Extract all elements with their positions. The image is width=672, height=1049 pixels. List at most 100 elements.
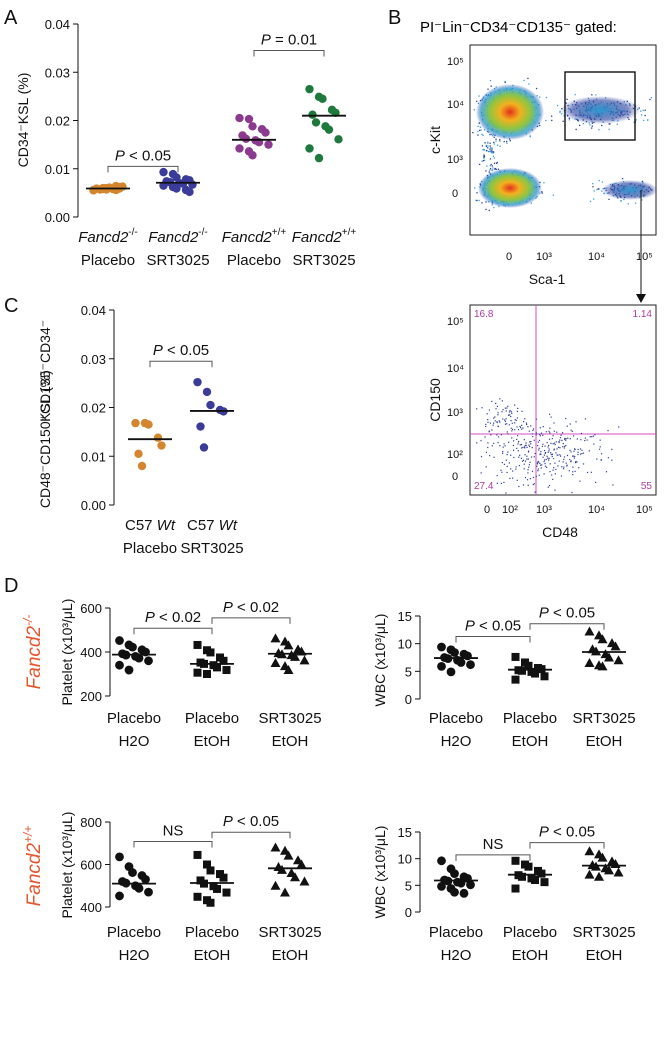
- y-axis-label: CD150: [427, 378, 443, 422]
- event-dot: [494, 416, 496, 418]
- event-dot: [599, 439, 601, 441]
- event-dot: [508, 411, 511, 413]
- event-dot: [573, 450, 575, 452]
- category-label: Placebo: [107, 924, 161, 941]
- event-dot: [506, 453, 508, 456]
- event-dot: [504, 423, 507, 425]
- event-dot: [540, 467, 542, 469]
- event-dot: [516, 438, 518, 441]
- event-dot: [644, 114, 646, 117]
- p-value-label: P < 0.02: [145, 609, 201, 626]
- event-dot: [621, 177, 624, 180]
- event-dot: [542, 456, 544, 458]
- event-dot: [502, 452, 504, 454]
- event-dot: [533, 483, 535, 485]
- event-dot: [551, 437, 553, 440]
- event-dot: [505, 492, 507, 494]
- event-dot: [489, 158, 492, 160]
- event-dot: [517, 450, 519, 452]
- data-point: [193, 850, 202, 859]
- event-dot: [481, 407, 483, 409]
- data-point: [324, 125, 334, 134]
- event-dot: [577, 453, 579, 456]
- data-point: [193, 377, 202, 387]
- data-point: [594, 871, 604, 881]
- flow-plot-ckit-sca1: 10⁵ 10⁴ 10³ 0 0 10³ 10⁴ 10⁵ Sca-1 c-Kit: [427, 44, 658, 287]
- category-label: SRT3025: [258, 924, 321, 941]
- event-dot: [592, 183, 594, 185]
- event-dot: [545, 119, 547, 122]
- p-value-text: < 0.05: [475, 617, 521, 634]
- event-dot: [487, 88, 489, 90]
- data-point: [604, 652, 614, 662]
- event-dot: [508, 462, 510, 464]
- p-value-label: P < 0.05: [153, 342, 209, 359]
- event-dot: [569, 459, 571, 461]
- event-dot: [491, 445, 493, 447]
- event-dot: [510, 454, 512, 456]
- event-dot: [510, 427, 512, 429]
- event-dot: [642, 109, 644, 112]
- panel-label-c: C: [4, 295, 18, 317]
- y-tick-label: 0.01: [45, 162, 70, 177]
- data-point: [115, 852, 124, 862]
- data-point: [531, 669, 539, 678]
- y-tick-label: 10³: [447, 407, 463, 419]
- data-point: [283, 665, 294, 675]
- event-dot: [511, 437, 513, 439]
- data-point: [280, 887, 290, 897]
- event-dot: [526, 446, 528, 448]
- event-dot: [535, 432, 537, 434]
- event-dot: [493, 141, 495, 144]
- data-point: [597, 634, 608, 644]
- data-point: [540, 878, 549, 887]
- event-dot: [608, 123, 610, 125]
- dot-plot-d1: 200 400 600 Platelet (x10³/μL) Placebo H2O Pla…: [21, 599, 322, 750]
- event-dot: [536, 465, 538, 467]
- data-point: [597, 661, 608, 671]
- event-dot: [519, 444, 521, 446]
- event-dot: [567, 437, 569, 439]
- plot-frame: [469, 44, 657, 236]
- event-dot: [546, 455, 548, 457]
- gate-title: PI⁻Lin⁻CD34⁻CD135⁻ gated:: [420, 19, 617, 36]
- event-dot: [516, 417, 519, 419]
- event-dot: [538, 474, 540, 476]
- event-dot: [511, 428, 514, 431]
- event-dot: [591, 436, 593, 438]
- event-dot: [573, 448, 576, 450]
- category-label-treatment: Placebo: [123, 540, 177, 557]
- event-dot: [553, 448, 555, 450]
- data-point: [235, 144, 244, 153]
- event-dot: [554, 443, 556, 446]
- event-dot: [529, 441, 531, 443]
- event-dot: [571, 491, 573, 494]
- event-dot: [499, 140, 501, 142]
- data-point: [437, 661, 446, 671]
- y-tick-label: 0.03: [45, 65, 70, 80]
- data-point: [277, 864, 287, 874]
- data-point: [202, 387, 212, 397]
- event-dot: [581, 452, 583, 455]
- event-dot: [547, 451, 549, 453]
- event-dot: [591, 125, 593, 127]
- event-dot: [520, 457, 523, 459]
- data-point: [290, 651, 300, 661]
- y-axis-label: WBC (x10³/μL): [372, 614, 388, 707]
- event-dot: [558, 440, 560, 443]
- event-dot: [484, 159, 486, 161]
- y-tick-label: 0.02: [81, 401, 106, 416]
- event-dot: [530, 456, 533, 458]
- event-dot: [566, 98, 568, 101]
- event-dot: [533, 428, 535, 430]
- data-point: [270, 658, 281, 667]
- event-dot: [581, 449, 583, 451]
- y-tick-label: 0.00: [81, 498, 106, 513]
- event-dot: [590, 471, 592, 473]
- event-dot: [519, 454, 521, 456]
- event-dot: [516, 479, 518, 481]
- event-dot: [570, 461, 572, 463]
- event-dot: [487, 421, 489, 423]
- event-dot: [528, 430, 530, 432]
- category-label: SRT3025: [572, 924, 635, 941]
